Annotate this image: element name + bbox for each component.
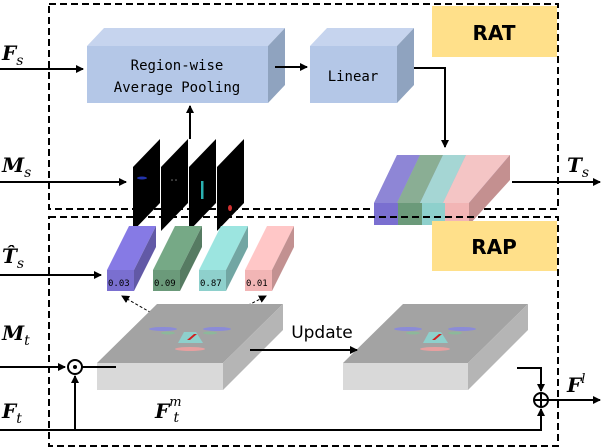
arrow-updated-to-add: [517, 367, 545, 392]
token-bar-top: [107, 226, 156, 270]
label-F-t-m: Fm t: [154, 395, 182, 426]
token-bar-top: [245, 226, 294, 270]
rat-label: RAT: [473, 21, 516, 45]
token-bar-front: [107, 270, 134, 291]
region-wise-average-pooling-block: Region-wise Average Pooling: [87, 28, 285, 103]
label-F-t: Ft: [1, 399, 22, 427]
rap-module-border: [48, 216, 559, 447]
separated-token-bars: 0.03 0.09 0.87 0.01: [107, 226, 294, 291]
token-bar-4: 0.01: [245, 226, 294, 291]
linear-label: Linear: [328, 69, 379, 85]
token-front-1: [374, 203, 398, 225]
token-bar-top: [199, 226, 248, 270]
token-bar-front: [199, 270, 226, 291]
token-bar-1: 0.03: [107, 226, 156, 291]
label-M-s: Ms: [1, 153, 31, 181]
token-bar-side: [180, 226, 202, 291]
rap-label: RAP: [471, 235, 517, 259]
label-M-t: Mt: [1, 321, 30, 349]
pooling-label-line2: Average Pooling: [114, 80, 240, 96]
token-score: 0.87: [200, 279, 222, 289]
region-tokens-stack: [374, 155, 510, 225]
mask-2: [161, 139, 188, 231]
token-front-4: [445, 203, 469, 225]
label-T-s: Ts: [567, 153, 589, 181]
token-bar-3: 0.87: [199, 226, 248, 291]
label-F-l: Fl: [566, 372, 585, 397]
token-bar-side: [272, 226, 294, 291]
arrow-linear-to-tokens: [414, 67, 449, 148]
line-F-t: [0, 408, 545, 431]
label-F-s: Fs: [1, 41, 23, 69]
mask-4: [217, 139, 244, 231]
rat-label-box: [432, 6, 557, 57]
token-bar-side: [134, 226, 156, 291]
rat-module-border: [48, 3, 559, 210]
token-front-3: [422, 203, 445, 225]
masked-feature-map: [97, 304, 283, 390]
token-bar-top: [153, 226, 202, 270]
rap-label-box: [432, 221, 557, 271]
elementwise-add-operator: [533, 392, 549, 408]
pooling-label-line1: Region-wise: [131, 58, 224, 74]
label-T-hat-s: T̂s: [2, 244, 24, 272]
token-bar-2: 0.09: [153, 226, 202, 291]
elementwise-multiply-operator: [67, 359, 83, 375]
token-bar-front: [245, 270, 272, 291]
token-score: 0.01: [246, 279, 268, 289]
updated-feature-map: [343, 304, 528, 390]
token-score: 0.03: [108, 279, 130, 289]
token-bar-side: [226, 226, 248, 291]
token-score: 0.09: [154, 279, 176, 289]
linear-block: Linear: [310, 28, 414, 103]
update-label: Update: [291, 323, 353, 343]
token-front-2: [398, 203, 422, 225]
similarity-arrow-left: [121, 295, 191, 336]
region-masks: [133, 139, 244, 231]
token-bar-front: [153, 270, 180, 291]
mask-1: [133, 139, 160, 231]
